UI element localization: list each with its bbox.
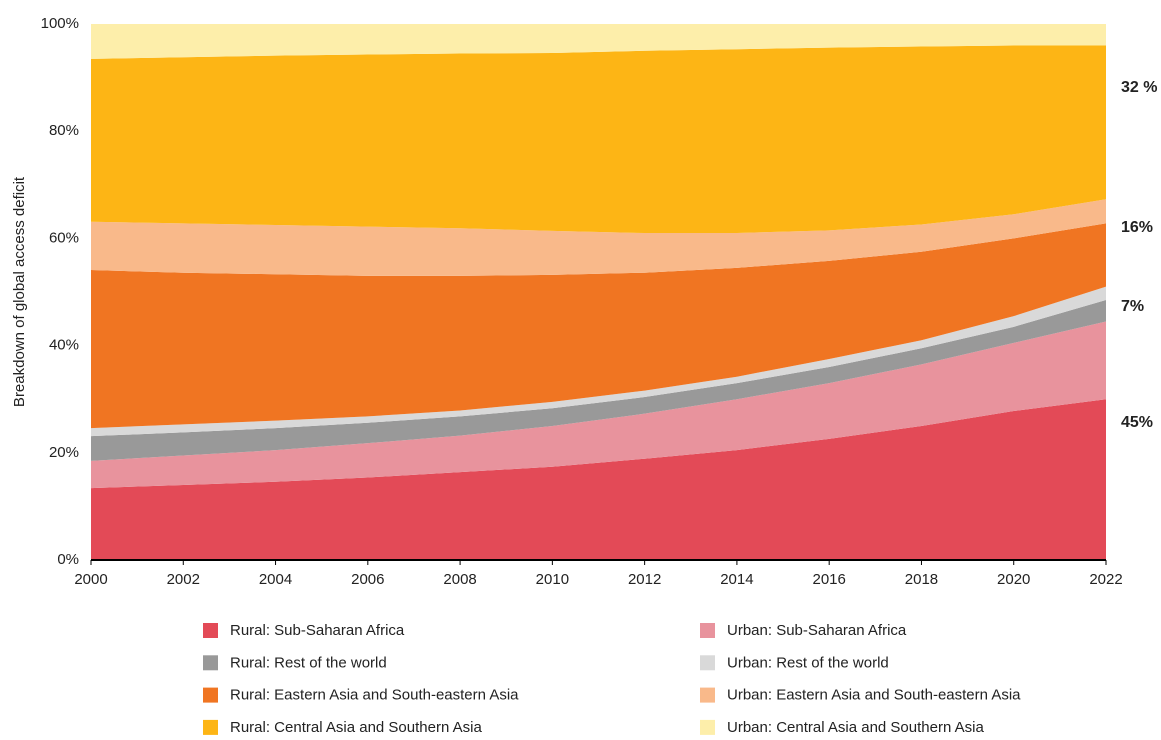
legend-label: Urban: Eastern Asia and South-eastern As…	[727, 687, 1021, 704]
area	[91, 300, 1106, 461]
x-tick-label: 2016	[812, 571, 845, 588]
area	[91, 223, 1106, 429]
area	[91, 199, 1106, 276]
x-tick-label: 2006	[351, 571, 384, 588]
legend-swatch	[700, 719, 715, 735]
legend-swatch	[700, 623, 715, 638]
x-tick-label: 2004	[259, 571, 292, 588]
legend-label: Rural: Rest of the world	[230, 654, 387, 671]
legend-label: Urban: Central Asia and Southern Asia	[727, 719, 984, 736]
legend-label: Rural: Eastern Asia and South-eastern As…	[230, 687, 519, 704]
x-tick-label: 2010	[536, 571, 569, 588]
y-tick-label: 100%	[41, 15, 79, 32]
x-tick-label: 2002	[167, 571, 200, 588]
legend-label: Rural: Central Asia and Southern Asia	[230, 719, 482, 736]
y-tick-label: 80%	[49, 122, 79, 139]
y-tick-label: 40%	[49, 337, 79, 354]
legend-swatch	[700, 687, 715, 703]
legend-swatch	[203, 719, 218, 735]
area	[91, 24, 1106, 59]
legend-label: Urban: Rest of the world	[727, 654, 889, 671]
end-label: 32 %	[1121, 79, 1157, 96]
x-tick-label: 2014	[720, 571, 753, 588]
area	[91, 399, 1106, 560]
y-tick-label: 60%	[49, 229, 79, 246]
x-tick-label: 2008	[443, 571, 476, 588]
y-axis-label: Breakdown of global access deficit	[11, 176, 28, 407]
y-tick-label: 0%	[57, 551, 79, 568]
legend-label: Rural: Sub-Saharan Africa	[230, 622, 405, 639]
x-tick-label: 2000	[74, 571, 107, 588]
area	[91, 45, 1106, 234]
x-tick-label: 2012	[628, 571, 661, 588]
area	[91, 321, 1106, 489]
end-label: 45%	[1121, 414, 1153, 431]
legend-label: Urban: Sub-Saharan Africa	[727, 622, 907, 639]
x-tick-label: 2022	[1089, 571, 1122, 588]
legend-swatch	[203, 655, 218, 671]
x-tick-label: 2018	[905, 571, 938, 588]
legend-swatch	[700, 655, 715, 671]
legend-swatch	[203, 623, 218, 638]
y-tick-label: 20%	[49, 444, 79, 461]
end-label: 7%	[1121, 298, 1144, 315]
legend-swatch	[203, 687, 218, 703]
x-tick-label: 2020	[997, 571, 1030, 588]
end-label: 16%	[1121, 219, 1153, 236]
